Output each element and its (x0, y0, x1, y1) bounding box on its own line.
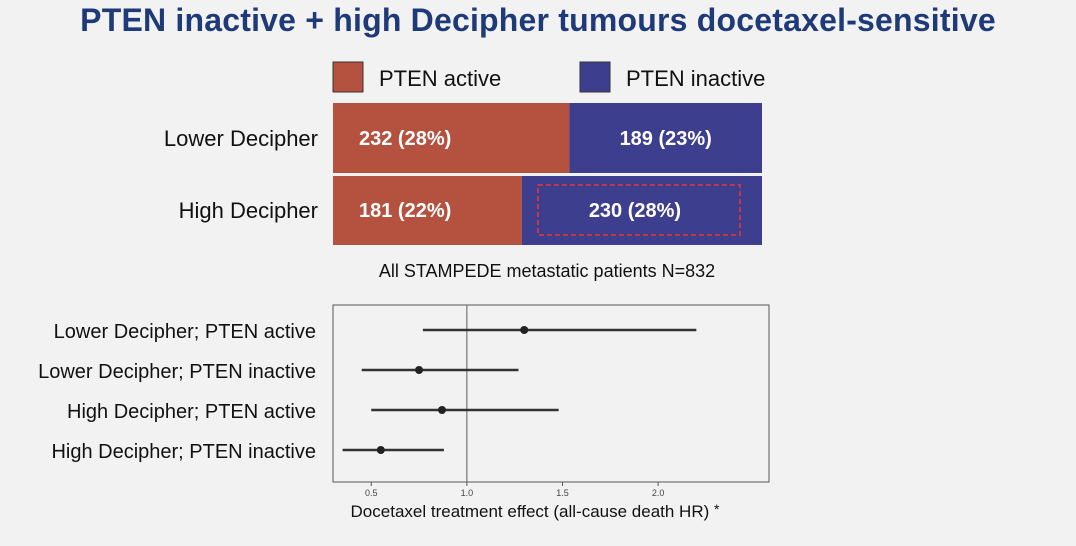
forest-row-label: High Decipher; PTEN active (67, 401, 316, 423)
bar-category-label: Lower Decipher (164, 126, 318, 151)
legend-label-pten-active: PTEN active (379, 66, 501, 91)
highlight-box (536, 184, 741, 236)
bar-data-label: 189 (23%) (620, 128, 712, 150)
bar-data-label: 232 (28%) (359, 128, 451, 150)
x-tick-label: 1.0 (461, 488, 474, 498)
estimate-point (520, 326, 529, 334)
bar-data-label: 230 (28%) (589, 200, 681, 222)
stacked-bar-chart: PTEN active PTEN inactive Lower Decipher 23… (164, 61, 765, 281)
bar-data-label: 181 (22%) (359, 200, 451, 222)
estimate-point (438, 406, 446, 414)
x-tick-label: 0.5 (365, 488, 378, 498)
forest-row-label: High Decipher; PTEN inactive (51, 441, 316, 463)
bar-segment (521, 175, 762, 245)
bar-segment (333, 175, 522, 245)
forest-row-label: Lower Decipher; PTEN active (54, 321, 316, 343)
legend-swatch-pten-active (332, 61, 364, 93)
slide-title: PTEN inactive + high Decipher tumours do… (80, 2, 996, 38)
x-tick-label: 1.5 (556, 488, 569, 498)
bar-chart-xlabel: All STAMPEDE metastatic patients N=832 (379, 261, 715, 281)
legend-swatch-pten-inactive (579, 61, 611, 93)
bar-segment (569, 103, 762, 173)
bar-category-label: High Decipher (179, 198, 318, 223)
forest-row-label: Lower Decipher; PTEN inactive (38, 361, 316, 383)
legend-label-pten-inactive: PTEN inactive (626, 66, 765, 91)
x-tick-label: 2.0 (652, 488, 665, 498)
forest-plot: Lower Decipher; PTEN active Lower Deciphe… (38, 304, 770, 521)
forest-xlabel: Docetaxel treatment effect (all-cause de… (351, 501, 720, 521)
plot-frame (332, 304, 770, 483)
bar-segment (333, 103, 570, 173)
estimate-point (415, 366, 424, 374)
estimate-point (376, 446, 385, 454)
